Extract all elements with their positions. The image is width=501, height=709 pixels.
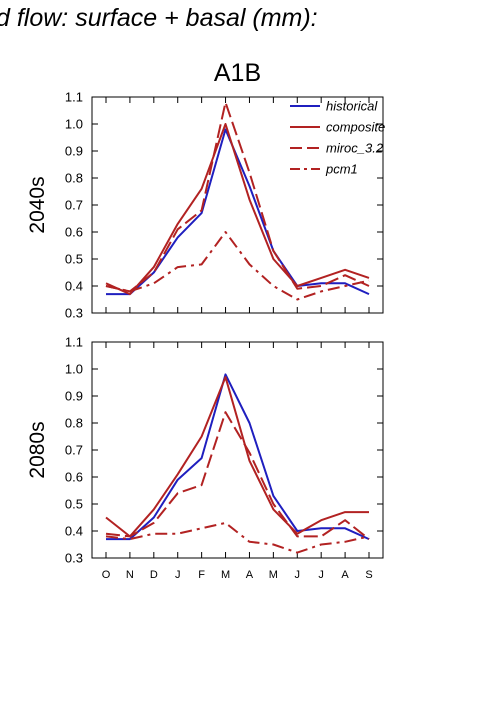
legend: historical composite miroc_3.2 pcm1 — [290, 99, 385, 177]
legend-label: miroc_3.2 — [326, 141, 384, 156]
x-tick-label: S — [365, 569, 372, 581]
page-title: d flow: surface + basal (mm): — [0, 4, 318, 32]
y-tick-label: 0.6 — [65, 225, 83, 240]
y-tick-label: 0.7 — [65, 198, 83, 213]
x-tick-label: J — [175, 569, 181, 581]
x-tick-label: D — [150, 569, 158, 581]
legend-label: composite — [326, 120, 385, 135]
y-tick-label: 0.4 — [65, 279, 83, 294]
y-tick-label: 1.0 — [65, 117, 83, 132]
x-tick-label: M — [221, 569, 230, 581]
x-tick-label: N — [126, 569, 134, 581]
y-tick-label: 1.0 — [65, 362, 83, 377]
y-tick-label: 0.6 — [65, 470, 83, 485]
x-tick-label: A — [341, 569, 349, 581]
series-line-pcm1 — [105, 231, 370, 301]
chart-panel-2080s: 0.3 0.4 0.5 0.6 0.7 0.8 0.9 1.0 1.1 O N D J F M A M J J A S 2… — [26, 335, 384, 581]
y-tick-label: 1.1 — [65, 90, 83, 105]
series-line-historical — [106, 373, 370, 541]
y-tick-label: 0.3 — [65, 551, 83, 566]
series-line-miroc-3-2 — [105, 411, 370, 540]
y-tick-label: 1.1 — [65, 335, 83, 350]
y-tick-label: 0.7 — [65, 443, 83, 458]
x-tick-label: J — [295, 569, 301, 581]
y-tick-label: 0.8 — [65, 416, 83, 431]
plot-frame — [91, 341, 384, 559]
x-tick-label: A — [246, 569, 254, 581]
x-tick-label: J — [318, 569, 324, 581]
series-line-composite — [105, 376, 369, 538]
x-tick-label: M — [269, 569, 278, 581]
x-tick-label: O — [102, 569, 111, 581]
figure-title: A1B — [214, 59, 261, 87]
x-tick-label: F — [198, 569, 205, 581]
y-axis-label: 2080s — [26, 421, 49, 478]
chart-panel-2040s: 0.3 0.4 0.5 0.6 0.7 0.8 0.9 1.0 1.1 2040s historic… — [26, 90, 385, 321]
series-line-miroc-3-2 — [105, 101, 370, 293]
y-tick-label: 0.9 — [65, 144, 83, 159]
series-line-pcm1 — [105, 521, 370, 554]
y-axis-label: 2040s — [26, 176, 49, 233]
legend-label: historical — [326, 99, 378, 114]
y-tick-label: 0.3 — [65, 306, 83, 321]
y-tick-label: 0.9 — [65, 389, 83, 404]
y-tick-label: 0.4 — [65, 524, 83, 539]
series-line-composite — [105, 123, 370, 296]
y-tick-label: 0.8 — [65, 171, 83, 186]
y-tick-label: 0.5 — [65, 497, 83, 512]
legend-label: pcm1 — [325, 162, 358, 177]
y-tick-label: 0.5 — [65, 252, 83, 267]
